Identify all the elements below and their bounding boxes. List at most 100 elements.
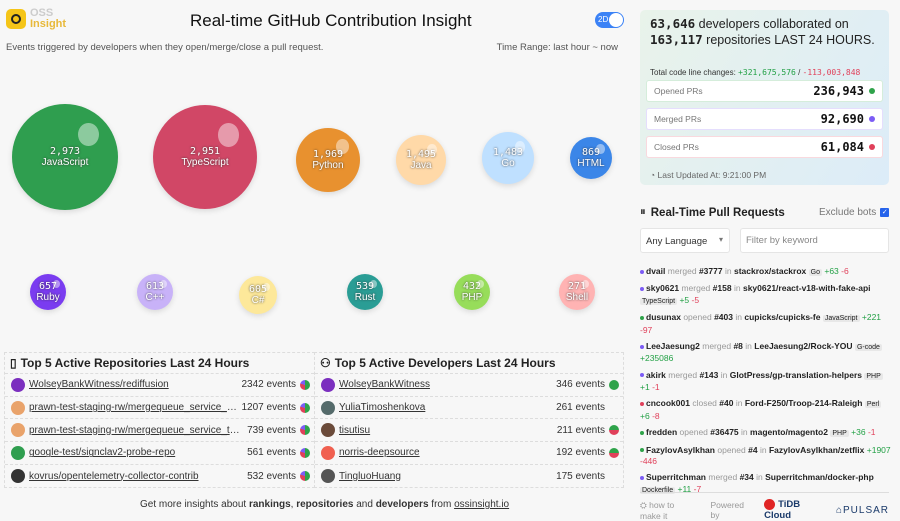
pr-repo[interactable]: LeeJaesung2/Rock-YOU — [754, 340, 853, 351]
pr-user[interactable]: Superritchman — [646, 472, 706, 483]
pr-repo[interactable]: FazylovAsylkhan/zetflix — [768, 444, 865, 455]
pr-item[interactable]: cncook001 closed #40 in Ford-F250/Troop-… — [640, 398, 882, 421]
powered-by: Powered by — [710, 500, 745, 520]
bubble-typescript[interactable]: 2,951 TypeScript — [153, 105, 257, 209]
language-tag: PHP — [830, 430, 849, 438]
pr-repo[interactable]: cupicks/cupicks-fe — [744, 312, 821, 323]
bubble-value: 2,973 — [49, 146, 81, 157]
summary-panel: 63,646 developers collaborated on 163,117… — [640, 10, 889, 185]
bubble-html[interactable]: 869 HTML — [570, 137, 612, 179]
pr-item[interactable]: fredden opened #36475 in magento/magento… — [640, 427, 892, 440]
dev-link[interactable]: tisutisu — [339, 424, 371, 436]
pr-user[interactable]: FazylovAsylkhan — [646, 444, 715, 455]
pr-item[interactable]: FazylovAsylkhan opened #4 in FazylovAsyl… — [640, 444, 891, 467]
language-tag: PHP — [864, 372, 883, 380]
dev-link[interactable]: WolseyBankWitness — [339, 379, 430, 391]
dev-link[interactable]: YuliaTimoshenkova — [339, 402, 426, 414]
pr-user[interactable]: cncook001 — [646, 398, 690, 409]
footer-text: Get more insights about rankings, reposi… — [140, 499, 510, 510]
pr-repo[interactable]: magento/magento2 — [750, 427, 828, 438]
pr-repo[interactable]: sky0621/react-v18-with-fake-api — [742, 283, 871, 294]
exclude-bots-checkbox[interactable]: ✓ — [880, 208, 890, 217]
bubble-label: HTML — [577, 158, 605, 169]
event-pie-icon — [300, 447, 310, 458]
bubble-php[interactable]: 432 PHP — [454, 274, 490, 310]
bubble-label: Rust — [354, 292, 376, 303]
pr-user[interactable]: dvail — [646, 266, 666, 276]
pr-item[interactable]: dvail merged #3777 in stackrox/stackrox … — [640, 266, 892, 279]
language-select[interactable]: Any Language — [640, 228, 730, 253]
bubble-c++[interactable]: 613 C++ — [137, 274, 173, 310]
bubble-c#[interactable]: 605 C# — [239, 276, 277, 314]
bubble-shell[interactable]: 271 Shell — [559, 274, 595, 310]
pr-repo[interactable]: Superritchman/docker-php — [765, 472, 874, 483]
pr-user[interactable]: fredden — [646, 427, 678, 438]
bubble-ruby[interactable]: 657 Ruby — [30, 274, 66, 310]
how-to-make-it-link[interactable]: ⛭ how to make it — [640, 499, 675, 521]
pr-repo[interactable]: GlotPress/gp-translation-helpers — [729, 369, 862, 380]
bubble-value: 657 — [38, 281, 58, 292]
logo-text: Insight — [30, 18, 67, 30]
event-count: 561 events — [247, 447, 296, 459]
pr-repo[interactable]: stackrox/stackrox — [733, 266, 807, 276]
bubble-value: 605 — [248, 284, 268, 295]
pr-feed: dvail merged #3777 in stackrox/stackrox … — [640, 266, 892, 501]
dev-row: norris-deepsource 192 events — [315, 442, 623, 465]
event-pie-icon — [300, 471, 310, 482]
pr-item[interactable]: LeeJaesung2 merged #8 in LeeJaesung2/Roc… — [640, 340, 882, 364]
pr-user[interactable]: LeeJaesung2 — [646, 340, 700, 351]
repo-avatar — [11, 445, 25, 460]
repo-avatar — [11, 400, 25, 415]
pr-item[interactable]: akirk merged #143 in GlotPress/gp-transl… — [640, 369, 883, 393]
pause-icon[interactable]: ⏸ — [640, 206, 646, 218]
page-title: Real-time GitHub Contribution Insight — [190, 11, 472, 30]
2d-toggle[interactable]: 2D — [595, 12, 624, 28]
keyword-filter-input[interactable] — [740, 228, 889, 253]
developer-count: 63,646 — [650, 16, 696, 31]
dev-row: WolseyBankWitness 346 events — [315, 374, 623, 397]
pulsar-logo[interactable]: ⌂PULSAR — [835, 504, 889, 516]
pr-repo[interactable]: Ford-F250/Troop-214-Raleigh — [744, 398, 863, 409]
dev-row: tisutisu 211 events — [315, 419, 623, 443]
pr-user[interactable]: sky0621 — [646, 283, 680, 294]
ossinsight-link[interactable]: ossinsight.io — [454, 499, 510, 510]
dev-link[interactable]: norris-deepsource — [339, 447, 420, 459]
repo-row: kovrus/opentelemetry-collector-contrib 53… — [5, 465, 314, 488]
bubble-javascript[interactable]: 2,973 JavaScript — [12, 104, 118, 210]
time-range: Time Range: last hour ~ now — [496, 42, 618, 53]
dev-avatar — [321, 400, 335, 415]
pr-user[interactable]: akirk — [646, 369, 666, 380]
bubble-python[interactable]: 1,969 Python — [296, 128, 360, 192]
repo-link[interactable]: prawn-test-staging-rw/mergequeue_service… — [29, 402, 238, 414]
exclude-bots[interactable]: Exclude bots ✓ — [819, 207, 890, 218]
event-pie-icon — [300, 379, 310, 390]
repo-link[interactable]: prawn-test-staging-rw/mergequeue_service… — [29, 424, 244, 436]
event-pie-icon — [609, 471, 619, 481]
repo-link[interactable]: WolseyBankWitness/rediffusion — [29, 379, 169, 391]
pr-item[interactable]: dusunax opened #403 in cupicks/cupicks-f… — [640, 312, 882, 335]
bottom-bar: ⛭ how to make it Powered by TiDB Cloud ⌂PUL… — [640, 492, 889, 521]
dev-link[interactable]: TingluoHuang — [339, 470, 401, 482]
pr-feed-title: ⏸ Real-Time Pull Requests — [640, 206, 785, 219]
logo[interactable]: OSS Insight — [6, 8, 66, 30]
event-pie-icon — [609, 425, 619, 436]
bubble-label: TypeScript — [181, 157, 229, 168]
toggle-label: 2D — [598, 15, 609, 24]
bubble-rust[interactable]: 539 Rust — [347, 274, 383, 310]
repo-link[interactable]: google-test/signclav2-probe-repo — [29, 447, 176, 459]
bubble-go[interactable]: 1,483 Go — [482, 132, 534, 184]
bubble-value: 271 — [567, 281, 587, 292]
tidb-cloud-logo[interactable]: TiDB Cloud — [764, 499, 801, 521]
dev-avatar — [321, 423, 335, 438]
event-count: 2342 events — [241, 379, 297, 391]
language-tag: G-code — [854, 343, 882, 351]
pr-item[interactable]: Superritchman merged #34 in Superritchma… — [640, 472, 874, 494]
bubble-java[interactable]: 1,495 Java — [396, 135, 446, 185]
stat-opened-prs: Opened PRs 236,943 — [646, 80, 883, 102]
repo-link[interactable]: kovrus/opentelemetry-collector-contrib — [29, 470, 199, 482]
top-repos-table: ▯ Top 5 Active Repositories Last 24 Hours… — [4, 352, 315, 489]
pr-user[interactable]: dusunax — [646, 312, 681, 323]
event-pie-icon — [300, 402, 310, 413]
last-updated: ◔ Last Updated At: 9:21:00 PM — [650, 170, 767, 180]
pr-item[interactable]: sky0621 merged #158 in sky0621/react-v18… — [640, 283, 871, 305]
